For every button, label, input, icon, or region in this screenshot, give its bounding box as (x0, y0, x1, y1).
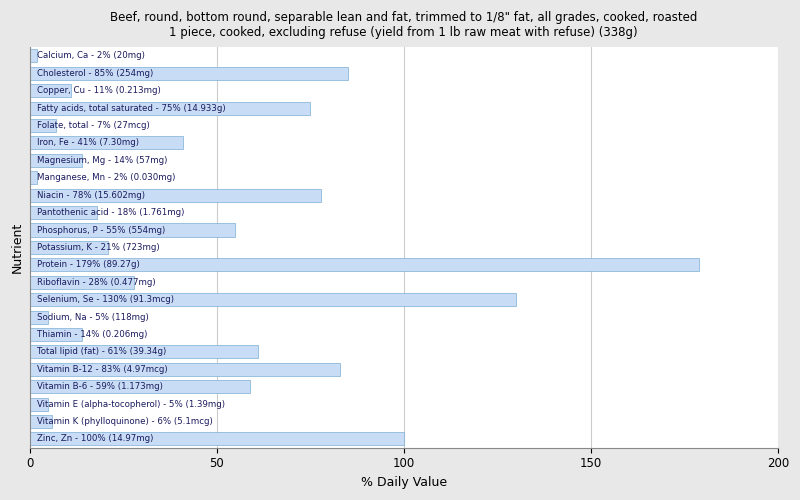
Text: Riboflavin - 28% (0.477mg): Riboflavin - 28% (0.477mg) (37, 278, 156, 286)
Bar (30, 398, 48, 410)
Text: Zinc, Zn - 100% (14.97mg): Zinc, Zn - 100% (14.97mg) (37, 434, 154, 444)
Bar (30, 172, 37, 184)
Text: Fatty acids, total saturated - 75% (14.933g): Fatty acids, total saturated - 75% (14.9… (37, 104, 226, 112)
Text: Vitamin E (alpha-tocopherol) - 5% (1.39mg): Vitamin E (alpha-tocopherol) - 5% (1.39m… (37, 400, 225, 408)
Text: Pantothenic acid - 18% (1.761mg): Pantothenic acid - 18% (1.761mg) (37, 208, 185, 217)
Bar (30, 84, 71, 98)
Bar (30, 276, 134, 289)
Bar (30, 206, 97, 219)
Bar (30, 432, 404, 446)
Bar (30, 154, 82, 167)
Text: Total lipid (fat) - 61% (39.34g): Total lipid (fat) - 61% (39.34g) (37, 348, 166, 356)
Text: Selenium, Se - 130% (91.3mcg): Selenium, Se - 130% (91.3mcg) (37, 295, 174, 304)
X-axis label: % Daily Value: % Daily Value (361, 476, 446, 489)
Bar (30, 258, 699, 272)
Text: Iron, Fe - 41% (7.30mg): Iron, Fe - 41% (7.30mg) (37, 138, 139, 147)
Text: Thiamin - 14% (0.206mg): Thiamin - 14% (0.206mg) (37, 330, 147, 339)
Text: Phosphorus, P - 55% (554mg): Phosphorus, P - 55% (554mg) (37, 226, 166, 234)
Bar (30, 119, 56, 132)
Text: Sodium, Na - 5% (118mg): Sodium, Na - 5% (118mg) (37, 312, 149, 322)
Text: Potassium, K - 21% (723mg): Potassium, K - 21% (723mg) (37, 243, 160, 252)
Bar (30, 380, 250, 393)
Bar (30, 346, 258, 358)
Y-axis label: Nutrient: Nutrient (11, 222, 24, 273)
Text: Protein - 179% (89.27g): Protein - 179% (89.27g) (37, 260, 140, 270)
Bar (30, 241, 108, 254)
Bar (30, 67, 348, 80)
Text: Magnesium, Mg - 14% (57mg): Magnesium, Mg - 14% (57mg) (37, 156, 167, 165)
Text: Calcium, Ca - 2% (20mg): Calcium, Ca - 2% (20mg) (37, 52, 145, 60)
Bar (30, 293, 516, 306)
Bar (30, 328, 82, 341)
Title: Beef, round, bottom round, separable lean and fat, trimmed to 1/8" fat, all grad: Beef, round, bottom round, separable lea… (110, 11, 698, 39)
Bar (30, 310, 48, 324)
Bar (30, 362, 340, 376)
Text: Manganese, Mn - 2% (0.030mg): Manganese, Mn - 2% (0.030mg) (37, 174, 175, 182)
Text: Vitamin K (phylloquinone) - 6% (5.1mcg): Vitamin K (phylloquinone) - 6% (5.1mcg) (37, 417, 213, 426)
Text: Vitamin B-12 - 83% (4.97mcg): Vitamin B-12 - 83% (4.97mcg) (37, 365, 168, 374)
Text: Cholesterol - 85% (254mg): Cholesterol - 85% (254mg) (37, 69, 154, 78)
Bar (30, 224, 235, 236)
Text: Niacin - 78% (15.602mg): Niacin - 78% (15.602mg) (37, 190, 145, 200)
Bar (30, 188, 322, 202)
Text: Vitamin B-6 - 59% (1.173mg): Vitamin B-6 - 59% (1.173mg) (37, 382, 163, 391)
Bar (30, 102, 310, 114)
Text: Folate, total - 7% (27mcg): Folate, total - 7% (27mcg) (37, 121, 150, 130)
Bar (30, 50, 37, 62)
Bar (30, 415, 52, 428)
Bar (30, 136, 183, 149)
Text: Copper, Cu - 11% (0.213mg): Copper, Cu - 11% (0.213mg) (37, 86, 161, 95)
